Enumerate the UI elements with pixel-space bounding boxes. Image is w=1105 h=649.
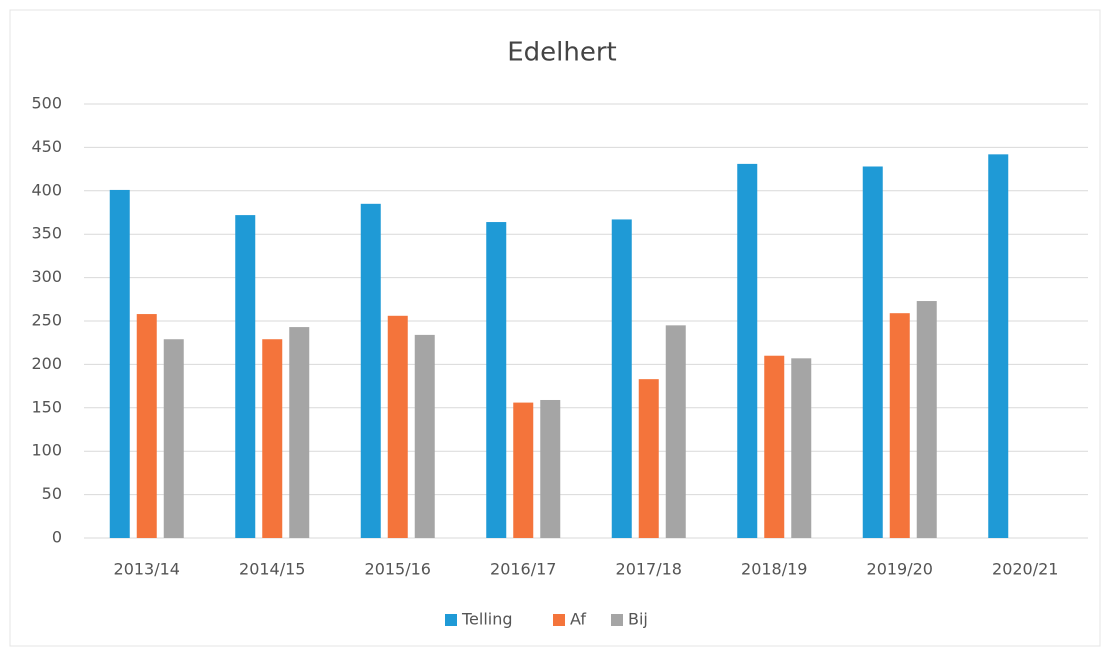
x-tick-label: 2014/15 [239, 560, 305, 579]
y-tick-label: 150 [31, 397, 62, 416]
y-tick-label: 50 [42, 484, 62, 503]
bar [916, 301, 937, 538]
y-tick-label: 350 [31, 224, 62, 243]
bar [764, 355, 785, 538]
x-tick-label: 2018/19 [741, 560, 807, 579]
bar [862, 166, 883, 538]
bar [109, 189, 130, 538]
legend-label: Bij [628, 610, 648, 629]
bar [611, 219, 632, 538]
x-tick-label: 2020/21 [992, 560, 1058, 579]
bar [540, 399, 561, 538]
legend-label: Telling [461, 610, 513, 629]
x-tick-label: 2016/17 [490, 560, 556, 579]
bar [889, 313, 910, 538]
legend-swatch [553, 614, 565, 626]
x-tick-label: 2017/18 [616, 560, 682, 579]
bar [513, 402, 534, 538]
bar [289, 327, 310, 538]
bar [414, 334, 435, 538]
y-tick-label: 500 [31, 94, 62, 113]
bar [387, 315, 408, 538]
x-tick-label: 2015/16 [365, 560, 431, 579]
bar [163, 339, 184, 538]
y-tick-label: 450 [31, 137, 62, 156]
y-tick-label: 400 [31, 180, 62, 199]
x-tick-label: 2013/14 [114, 560, 180, 579]
bar [988, 154, 1009, 538]
bar [791, 358, 812, 538]
bar [360, 203, 381, 538]
bar [486, 222, 507, 538]
bar [262, 339, 283, 538]
legend-label: Af [570, 610, 586, 629]
bar [638, 379, 659, 538]
bar [235, 215, 256, 538]
x-tick-label: 2019/20 [867, 560, 933, 579]
chart-title: Edelhert [507, 38, 617, 68]
bar [136, 314, 157, 538]
y-tick-label: 250 [31, 311, 62, 330]
y-tick-label: 200 [31, 354, 62, 373]
y-tick-label: 0 [52, 528, 62, 547]
legend-swatch [611, 614, 623, 626]
y-tick-label: 100 [31, 441, 62, 460]
legend-swatch [445, 614, 457, 626]
y-tick-label: 300 [31, 267, 62, 286]
bar [737, 163, 758, 538]
bar [665, 325, 686, 538]
